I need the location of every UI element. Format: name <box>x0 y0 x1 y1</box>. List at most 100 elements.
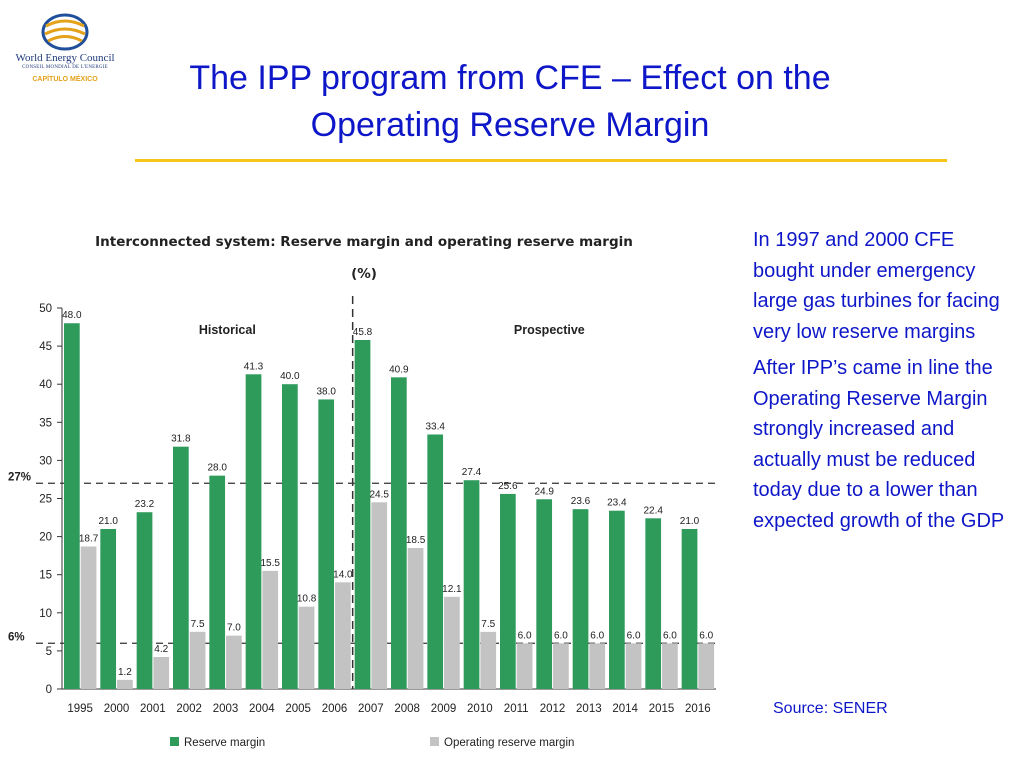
bar-reserve-margin <box>354 340 371 689</box>
logo-name: World Energy Council <box>15 52 115 64</box>
bar-reserve-margin <box>572 509 589 689</box>
bar-reserve-margin <box>609 510 625 689</box>
bar-value-label: 7.5 <box>481 619 495 630</box>
title-divider <box>135 159 947 162</box>
bar-value-label: 22.4 <box>643 505 663 516</box>
bar-value-label: 10.8 <box>297 594 317 605</box>
legend-swatch <box>430 737 439 746</box>
region-label-historical: Historical <box>199 323 256 337</box>
bar-operating-reserve-margin <box>153 656 170 689</box>
bar-reserve-margin <box>100 528 117 689</box>
bar-operating-reserve-margin <box>589 643 606 689</box>
bar-operating-reserve-margin <box>480 631 497 689</box>
commentary-paragraph-2: After IPP’s came in line the Operating R… <box>753 357 1005 532</box>
x-tick-label: 2015 <box>649 703 675 715</box>
bar-operating-reserve-margin <box>444 596 460 689</box>
y-tick-label: 15 <box>39 570 52 582</box>
bar-reserve-margin <box>536 499 553 689</box>
x-tick-label: 2007 <box>358 703 384 715</box>
chart-title: Interconnected system: Reserve margin an… <box>95 234 633 250</box>
x-tick-label: 2006 <box>322 703 348 715</box>
bar-operating-reserve-margin <box>335 582 351 689</box>
x-tick-label: 2014 <box>612 703 638 715</box>
y-tick-label: 10 <box>39 608 52 620</box>
bar-value-label: 40.0 <box>280 371 300 382</box>
x-tick-label: 2010 <box>467 703 493 715</box>
bar-value-label: 21.0 <box>98 516 118 527</box>
bar-value-label: 24.9 <box>534 486 554 497</box>
bar-value-label: 7.5 <box>191 619 205 630</box>
bar-value-label: 33.4 <box>425 421 445 432</box>
bar-operating-reserve-margin <box>189 631 206 689</box>
legend-label: Reserve margin <box>184 737 265 749</box>
y-tick-label: 45 <box>39 341 52 353</box>
bar-value-label: 6.0 <box>554 630 568 641</box>
x-tick-label: 2002 <box>176 703 202 715</box>
bar-value-label: 15.5 <box>261 558 281 569</box>
bar-reserve-margin <box>427 434 444 689</box>
bar-value-label: 41.3 <box>244 361 264 372</box>
bar-operating-reserve-margin <box>80 546 97 689</box>
y-tick-label: 50 <box>39 303 52 315</box>
bar-value-label: 7.0 <box>227 623 241 634</box>
source-note: Source: SENER <box>773 700 888 717</box>
bar-reserve-margin <box>64 323 80 689</box>
bar-reserve-margin <box>318 399 335 689</box>
bar-value-label: 23.4 <box>607 498 627 509</box>
bar-value-label: 23.6 <box>571 496 591 507</box>
bar-value-label: 48.0 <box>62 310 82 321</box>
bar-value-label: 23.2 <box>135 499 155 510</box>
y-tick-label: 0 <box>46 684 52 696</box>
reference-line-label: 6% <box>8 631 25 643</box>
y-tick-label: 40 <box>39 379 52 391</box>
bar-value-label: 12.1 <box>442 584 462 595</box>
bar-value-label: 6.0 <box>627 630 641 641</box>
bar-operating-reserve-margin <box>117 679 133 689</box>
commentary-paragraph-1: In 1997 and 2000 CFE bought under emerge… <box>753 229 1000 343</box>
logo-chapter: CAPÍTULO MÉXICO <box>32 76 98 83</box>
region-label-prospective: Prospective <box>514 323 585 337</box>
legend-label: Operating reserve margin <box>444 737 574 749</box>
bar-value-label: 4.2 <box>154 644 168 655</box>
bar-reserve-margin <box>173 446 189 689</box>
reference-line-label: 27% <box>8 471 31 483</box>
y-tick-label: 25 <box>39 494 52 506</box>
bar-operating-reserve-margin <box>262 570 279 689</box>
bar-reserve-margin <box>209 475 226 689</box>
bar-value-label: 28.0 <box>207 463 227 474</box>
bar-reserve-margin <box>282 384 298 689</box>
y-tick-label: 20 <box>39 532 52 544</box>
bar-operating-reserve-margin <box>226 635 242 689</box>
y-tick-label: 35 <box>39 417 52 429</box>
bar-reserve-margin <box>645 518 662 689</box>
x-tick-label: 2013 <box>576 703 602 715</box>
logo-subtitle: CONSEIL MONDIAL DE L'ENERGIE <box>22 65 108 70</box>
bar-reserve-margin <box>245 374 262 689</box>
slide-title: The IPP program from CFE – Effect on the… <box>189 59 831 144</box>
bar-operating-reserve-margin <box>625 643 642 689</box>
plot-area: 0 5 10 15 20 25 30 35 40 45 50 27% 6% 48.0 18.7 1995 21.… <box>8 296 716 749</box>
bar-operating-reserve-margin <box>662 643 678 689</box>
bar-operating-reserve-margin <box>298 606 315 689</box>
commentary: In 1997 and 2000 CFE bought under emerge… <box>753 225 1008 542</box>
bar-value-label: 6.0 <box>663 630 677 641</box>
bar-value-label: 24.5 <box>370 489 390 500</box>
x-tick-label: 2008 <box>394 703 420 715</box>
bar-value-label: 18.7 <box>79 534 99 545</box>
globe-logo-icon <box>41 13 89 51</box>
x-tick-label: 2004 <box>249 703 275 715</box>
x-tick-label: 2011 <box>504 703 529 715</box>
x-tick-label: 2016 <box>685 703 711 715</box>
bar-operating-reserve-margin <box>407 548 424 689</box>
x-tick-label: 2012 <box>540 703 566 715</box>
bar-operating-reserve-margin <box>698 643 715 689</box>
legend-swatch <box>170 737 179 746</box>
x-tick-label: 2009 <box>431 703 457 715</box>
bar-reserve-margin <box>136 512 153 689</box>
bar-value-label: 38.0 <box>316 386 336 397</box>
x-tick-label: 1995 <box>67 703 93 715</box>
bar-operating-reserve-margin <box>553 643 569 689</box>
bar-value-label: 18.5 <box>406 535 426 546</box>
world-energy-council-logo: World Energy Council CONSEIL MONDIAL DE … <box>10 8 120 88</box>
bar-value-label: 25.6 <box>498 481 518 492</box>
